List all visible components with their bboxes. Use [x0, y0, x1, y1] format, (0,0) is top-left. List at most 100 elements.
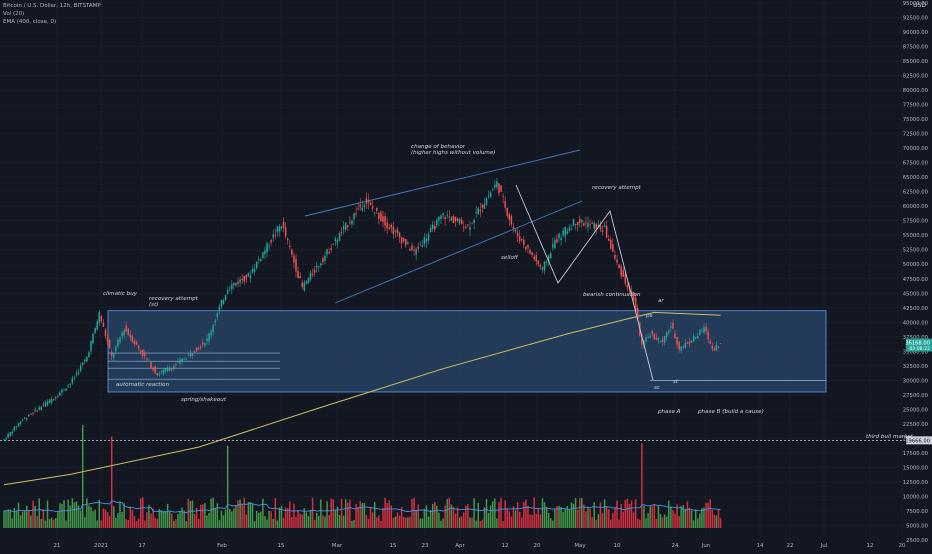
volume-bar [686, 501, 689, 528]
candle-body [179, 359, 181, 364]
y-tick-label: 85000.00 [903, 59, 929, 65]
candle-body [699, 329, 701, 335]
volume-bar [255, 510, 258, 528]
volume-bar [156, 518, 158, 528]
candle-body [104, 329, 107, 337]
candle-body [276, 226, 279, 232]
volume-bar [44, 520, 47, 528]
candle-body [692, 336, 695, 342]
annotation-phase-b: phase B (build a cause) [697, 409, 764, 415]
candle-body [388, 227, 390, 229]
volume-bar [394, 516, 397, 528]
candle-body [193, 351, 196, 353]
x-tick-label: 24 [672, 543, 679, 549]
volume-bar [545, 506, 548, 528]
x-tick-label: 22 [787, 543, 794, 549]
volume-bar [514, 510, 517, 528]
y-tick-label: 45000.00 [903, 291, 929, 297]
volume-bar [661, 517, 664, 528]
candle-body [311, 274, 314, 276]
annotation-change-of-behavior: change of behavior [411, 144, 466, 150]
candle-body [537, 260, 540, 265]
candle-body [460, 219, 463, 225]
candle-body [152, 367, 154, 370]
volume-bar [243, 497, 245, 528]
candle-body [531, 252, 533, 255]
candle-body [665, 332, 668, 337]
volume-bar [42, 509, 45, 528]
volume-bar [36, 516, 38, 528]
volume-bar [603, 499, 606, 528]
volume-bar [492, 501, 494, 528]
y-tick-label: 47500.00 [903, 277, 929, 283]
candle-body [417, 246, 419, 249]
volume-bar [363, 503, 366, 528]
candle-body [117, 340, 119, 347]
candle-body [436, 219, 438, 226]
candle-body [440, 215, 442, 220]
volume-bar [344, 499, 347, 528]
candle-body [71, 378, 74, 384]
volume-bar [456, 507, 459, 528]
candle-body [168, 368, 171, 371]
volume-bar [409, 516, 411, 528]
volume-bar [562, 511, 564, 528]
candle-body [514, 229, 517, 232]
volume-bar [620, 504, 622, 528]
candle-body [697, 335, 699, 339]
volume-bar [270, 511, 272, 528]
current-price-countdown: 02:08:22 [909, 346, 930, 352]
candle-body [556, 238, 558, 243]
candle-body [313, 270, 316, 273]
volume-bar [587, 508, 589, 528]
volume-bar [144, 520, 146, 528]
candle-body [473, 219, 475, 223]
candle-body [129, 334, 132, 338]
candle-body [344, 222, 347, 230]
candle-body [645, 337, 647, 342]
candle-body [378, 212, 380, 219]
volume-bar [206, 515, 208, 528]
candle-body [150, 361, 152, 369]
candle-body [38, 407, 40, 410]
legend[interactable]: Bitcoin / U.S. Dollar, 12h, BITSTAMP Vol… [3, 2, 101, 26]
candle-body [467, 224, 469, 226]
candle-body [647, 336, 649, 338]
candle-body [423, 237, 426, 245]
volume-bar [525, 499, 527, 528]
volume-bar [386, 503, 388, 528]
candle-body [636, 308, 639, 321]
volume-bar [90, 506, 92, 528]
volume-bar [473, 498, 475, 528]
volume-bar [351, 520, 353, 528]
volume-bar [148, 504, 150, 528]
candle-body [684, 343, 687, 348]
candle-body [40, 406, 43, 410]
current-price-badge [906, 338, 932, 352]
candle-body [19, 421, 22, 424]
candle-body [123, 330, 125, 336]
candle-body [349, 222, 351, 224]
candle-body [502, 196, 504, 197]
candle-body [380, 211, 382, 221]
volume-bar [34, 505, 36, 528]
candle-body [289, 245, 291, 248]
candle-body [206, 338, 208, 342]
volume-bar [332, 499, 335, 528]
candle-body [452, 216, 455, 223]
volume-bar [48, 519, 51, 528]
candle-body [187, 354, 190, 356]
annotation-climatic-buy: climatic buy [103, 291, 138, 297]
candle-body [185, 359, 187, 360]
y-tick-label: 32500.00 [903, 364, 929, 370]
volume-bar [417, 504, 419, 528]
volume-bar [32, 500, 34, 528]
volume-bar [226, 445, 229, 528]
candle-body [5, 438, 7, 440]
candle-body [572, 219, 575, 227]
y-tick-label: 82500.00 [903, 74, 929, 80]
volume-bar [160, 510, 163, 528]
